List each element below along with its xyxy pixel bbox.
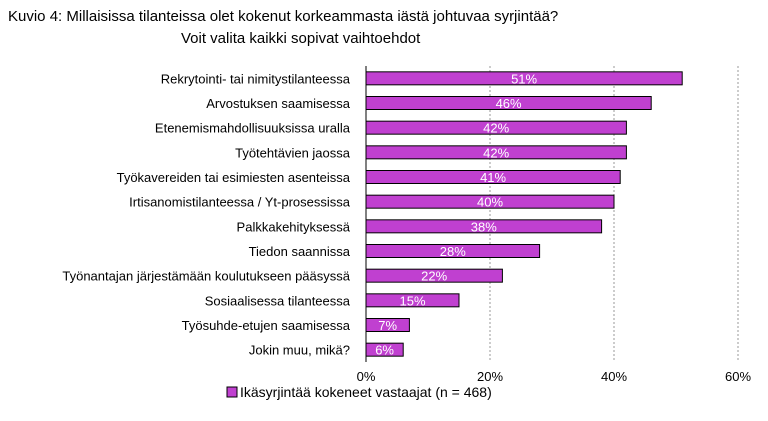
category-label: Työtehtävien jaossa [235,145,351,160]
category-labels: Rekrytointi- tai nimitystilanteessa Arvos… [62,71,350,357]
x-tick-label: 0% [357,369,376,384]
x-tick-label: 20% [477,369,503,384]
category-label: Palkkakehityksessä [237,219,351,234]
bar [365,145,627,160]
gridlines [365,66,739,362]
bar [365,342,404,357]
data-label: 38% [471,219,497,234]
category-label: Tiedon saannissa [249,244,351,259]
bar [365,194,615,209]
chart-title: Kuvio 4: Millaisissa tilanteissa olet ko… [8,8,559,25]
category-label: Jokin muu, mikä? [249,343,350,358]
category-label: Arvostuksen saamisessa [206,96,351,111]
legend-swatch [226,386,238,398]
bars: 51% 46% 42% 42% 41% 40% 38% 28% 22% 15%7% 6% [365,71,683,358]
bar [365,170,621,184]
data-label: 22% [421,269,447,284]
data-label: 51% [511,71,537,86]
category-label: Työkavereiden tai esimiesten asenteissa [117,170,351,185]
x-tick-label: 60% [725,369,751,384]
category-label: Sosiaalisessa tilanteessa [205,293,351,308]
bar [365,120,627,135]
bar [365,219,603,234]
category-label: Työsuhde-etujen saamisessa [182,318,351,333]
x-axis-ticks: 0% 20% 40% 60% [357,369,752,384]
category-label: Rekrytointi- tai nimitystilanteessa [161,71,351,86]
bar [365,293,460,308]
bar [365,71,683,86]
legend: Ikäsyrjintää kokeneet vastaajat (n = 468… [226,384,492,400]
x-tick-label: 40% [601,369,627,384]
bar [365,96,652,110]
data-label: 40% [477,195,503,210]
bar [365,318,410,332]
data-label: 15% [399,293,425,308]
category-label: Työnantajan järjestämään koulutukseen pä… [62,269,350,284]
data-label: 41% [480,170,506,185]
bar [365,268,503,283]
data-label: 6% [375,343,394,358]
data-label: 7% [378,318,397,333]
category-label: Irtisanomistilanteessa / Yt-prosessissa [129,195,351,210]
data-label: 28% [440,244,466,259]
data-label: 42% [483,145,509,160]
category-label: Etenemismahdollisuuksissa uralla [155,121,351,136]
chart-subtitle: Voit valita kaikki sopivat vaihtoehdot [181,30,421,47]
data-label: 42% [483,121,509,136]
bar [365,244,541,258]
legend-label: Ikäsyrjintää kokeneet vastaajat (n = 468… [240,384,492,400]
data-label: 46% [496,96,522,111]
